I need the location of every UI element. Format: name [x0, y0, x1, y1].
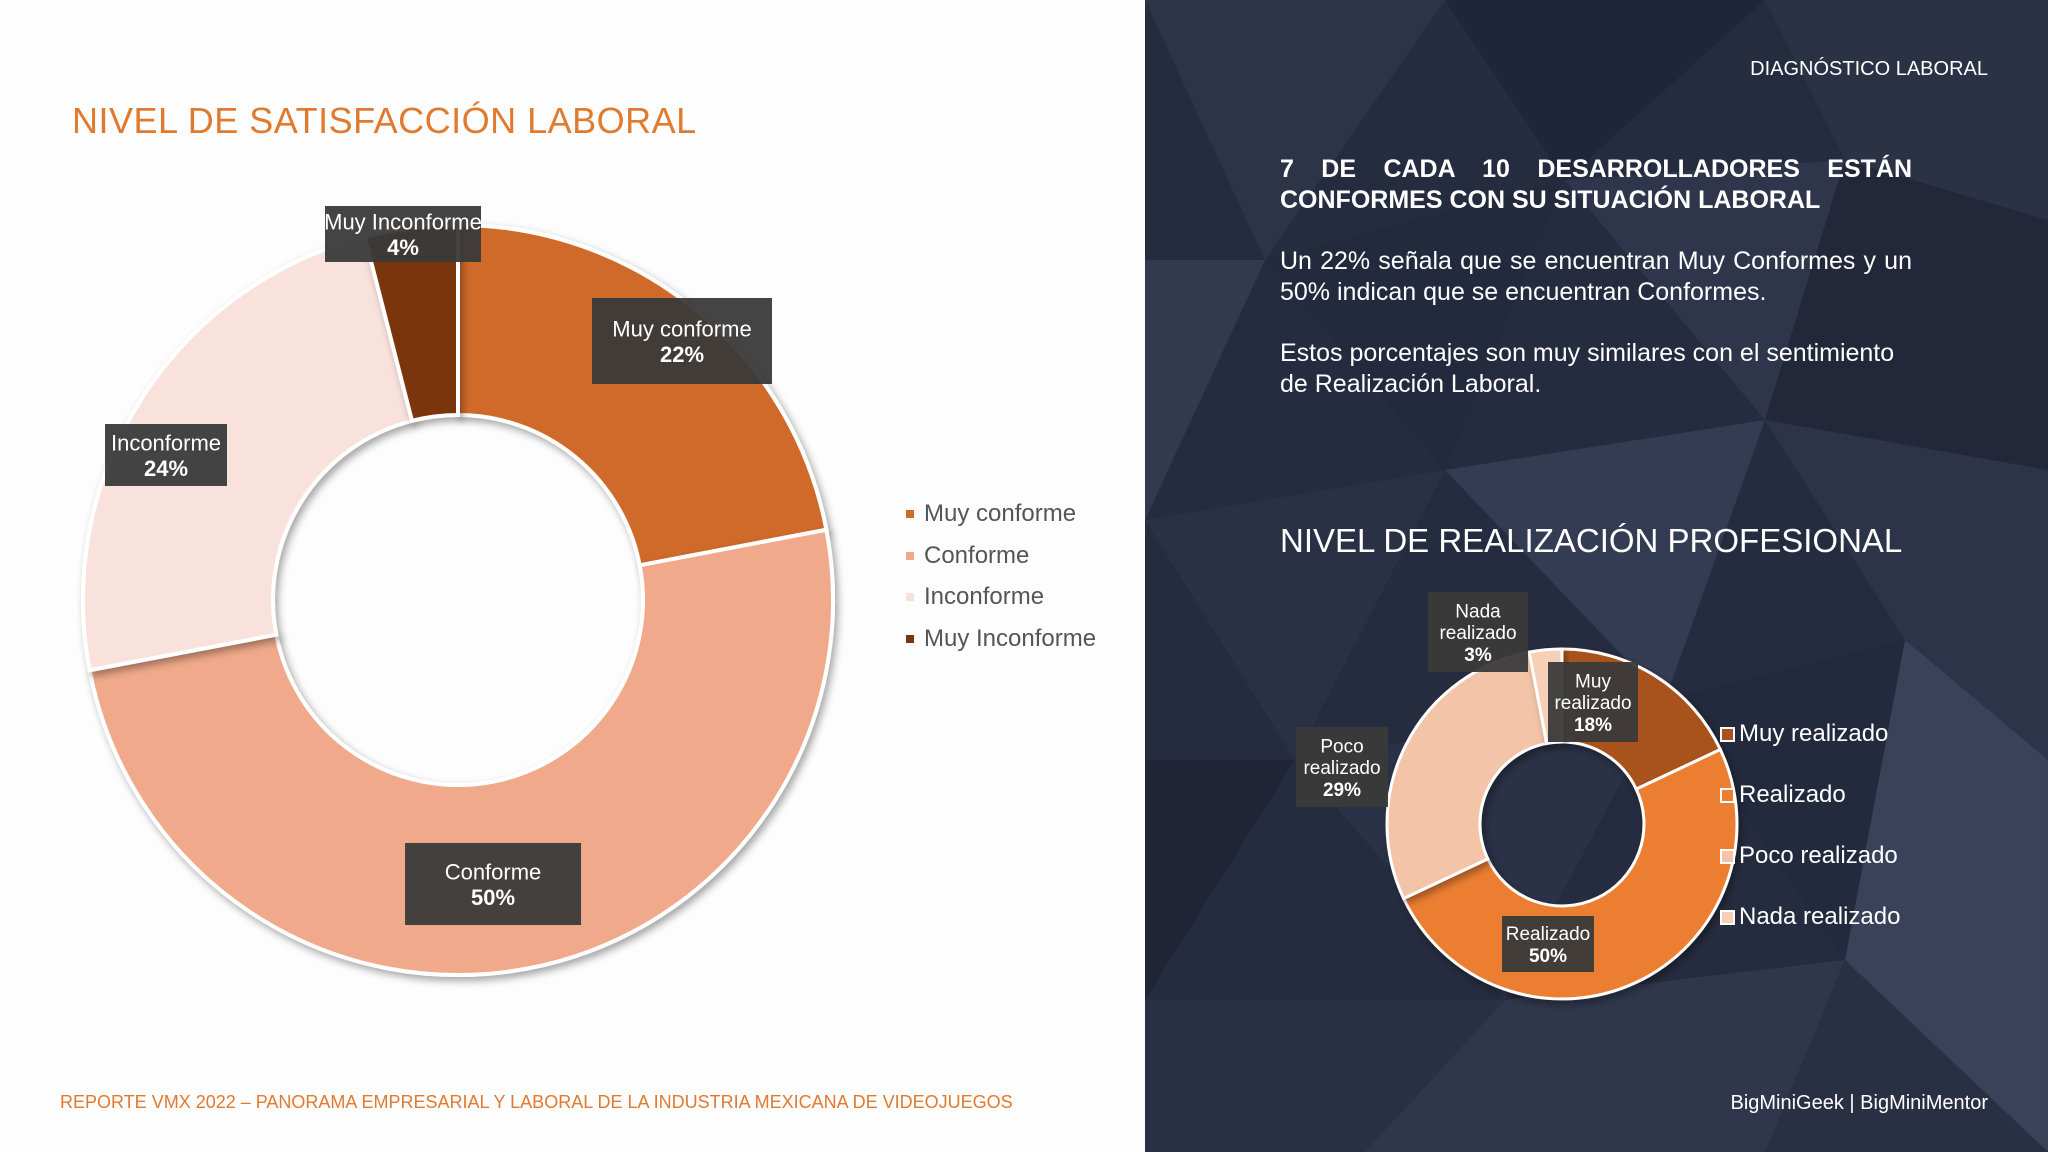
legend-item-conforme: Conforme: [906, 542, 1029, 570]
headline-line-2: CONFORMES CON SU SITUACIÓN LABORAL: [1280, 186, 1821, 214]
data-label-name: Conforme: [445, 860, 542, 885]
legend-label: Realizado: [1739, 781, 1846, 808]
realizacion-donut-chart: Muyrealizado18%Realizado50%Pocorealizado…: [1296, 592, 1739, 1001]
legend-label: Poco realizado: [1739, 842, 1898, 869]
headline-line-1: 7 DE CADA 10 DESARROLLADORES ESTÁN: [1280, 155, 1912, 183]
legend-label: Inconforme: [924, 583, 1045, 610]
right-panel: DIAGNÓSTICO LABORAL 7 DE CADA 10 DESARRO…: [1145, 0, 2048, 1152]
legend-swatch: [906, 510, 914, 518]
data-label-value: 29%: [1323, 780, 1361, 801]
slice-muy-conforme: [456, 222, 829, 568]
data-label-value: 22%: [660, 342, 704, 367]
legend-swatch: [1720, 909, 1735, 925]
legend-item-poco-realizado: Poco realizado: [1720, 842, 1898, 870]
slice-realizado: [1401, 747, 1739, 1001]
brand-footer: BigMiniGeek | BigMiniMentor: [1730, 1092, 1988, 1114]
report-footer: REPORTE VMX 2022 – PANORAMA EMPRESARIAL …: [60, 1092, 1013, 1112]
data-label-name: Nada: [1455, 601, 1501, 622]
legend-label: Muy conforme: [924, 500, 1077, 527]
legend-item-muy-conforme: Muy conforme: [906, 500, 1076, 528]
legend-swatch: [906, 634, 914, 643]
data-label-value: 4%: [387, 235, 419, 260]
data-label-name: Realizado: [1506, 924, 1591, 945]
satisfaction-title: NIVEL DE SATISFACCIÓN LABORAL: [72, 100, 697, 141]
legend-label: Nada realizado: [1739, 903, 1901, 930]
section-tag: DIAGNÓSTICO LABORAL: [1750, 58, 1988, 80]
data-label-name: realizado: [1439, 623, 1516, 644]
legend-item-realizado: Realizado: [1720, 781, 1846, 809]
legend-swatch: [1720, 787, 1735, 803]
headline: 7 DE CADA 10 DESARROLLADORES ESTÁN CONFO…: [1280, 154, 1912, 216]
data-label-value: 18%: [1574, 715, 1612, 736]
data-label-name: Poco: [1320, 736, 1363, 757]
legend-item-nada-realizado: Nada realizado: [1720, 903, 1900, 931]
legend-label: Conforme: [924, 541, 1030, 569]
legend-label: Muy realizado: [1739, 720, 1889, 747]
legend-item-muy-inconforme: Muy Inconforme: [906, 625, 1096, 653]
legend-swatch: [906, 593, 914, 601]
data-label-value: 50%: [1529, 946, 1567, 967]
paragraph-similar: Estos porcentajes son muy similares con …: [1280, 339, 1895, 398]
data-label-name: realizado: [1303, 758, 1380, 779]
slice-poco-realizado: [1385, 650, 1549, 901]
legend-item-muy-realizado: Muy realizado: [1720, 720, 1888, 748]
legend-swatch: [1720, 726, 1735, 742]
data-label-value: 24%: [144, 456, 188, 481]
polygon-background: [1145, 0, 2048, 1152]
realizacion-title: NIVEL DE REALIZACIÓN PROFESIONAL: [1280, 522, 1903, 559]
legend-item-inconforme: Inconforme: [906, 583, 1044, 611]
data-label-value: 3%: [1464, 645, 1492, 666]
data-label-name: Muy conforme: [612, 317, 751, 342]
paragraph-conformes: Un 22% señala que se encuentran Muy Conf…: [1280, 247, 1912, 306]
data-label-name: Muy Inconforme: [324, 210, 482, 235]
legend-swatch: [906, 551, 914, 560]
data-label-name: realizado: [1554, 693, 1631, 714]
slice-inconforme: [81, 234, 415, 673]
legend-label: Muy Inconforme: [924, 624, 1097, 652]
data-label-name: Muy: [1575, 671, 1611, 692]
data-label-value: 50%: [471, 885, 515, 910]
left-panel: NIVEL DE SATISFACCIÓN LABORAL Muy confor…: [60, 100, 1097, 1112]
data-label-name: Inconforme: [111, 431, 221, 456]
slice-conforme: [87, 527, 835, 977]
legend-swatch: [1720, 848, 1735, 864]
